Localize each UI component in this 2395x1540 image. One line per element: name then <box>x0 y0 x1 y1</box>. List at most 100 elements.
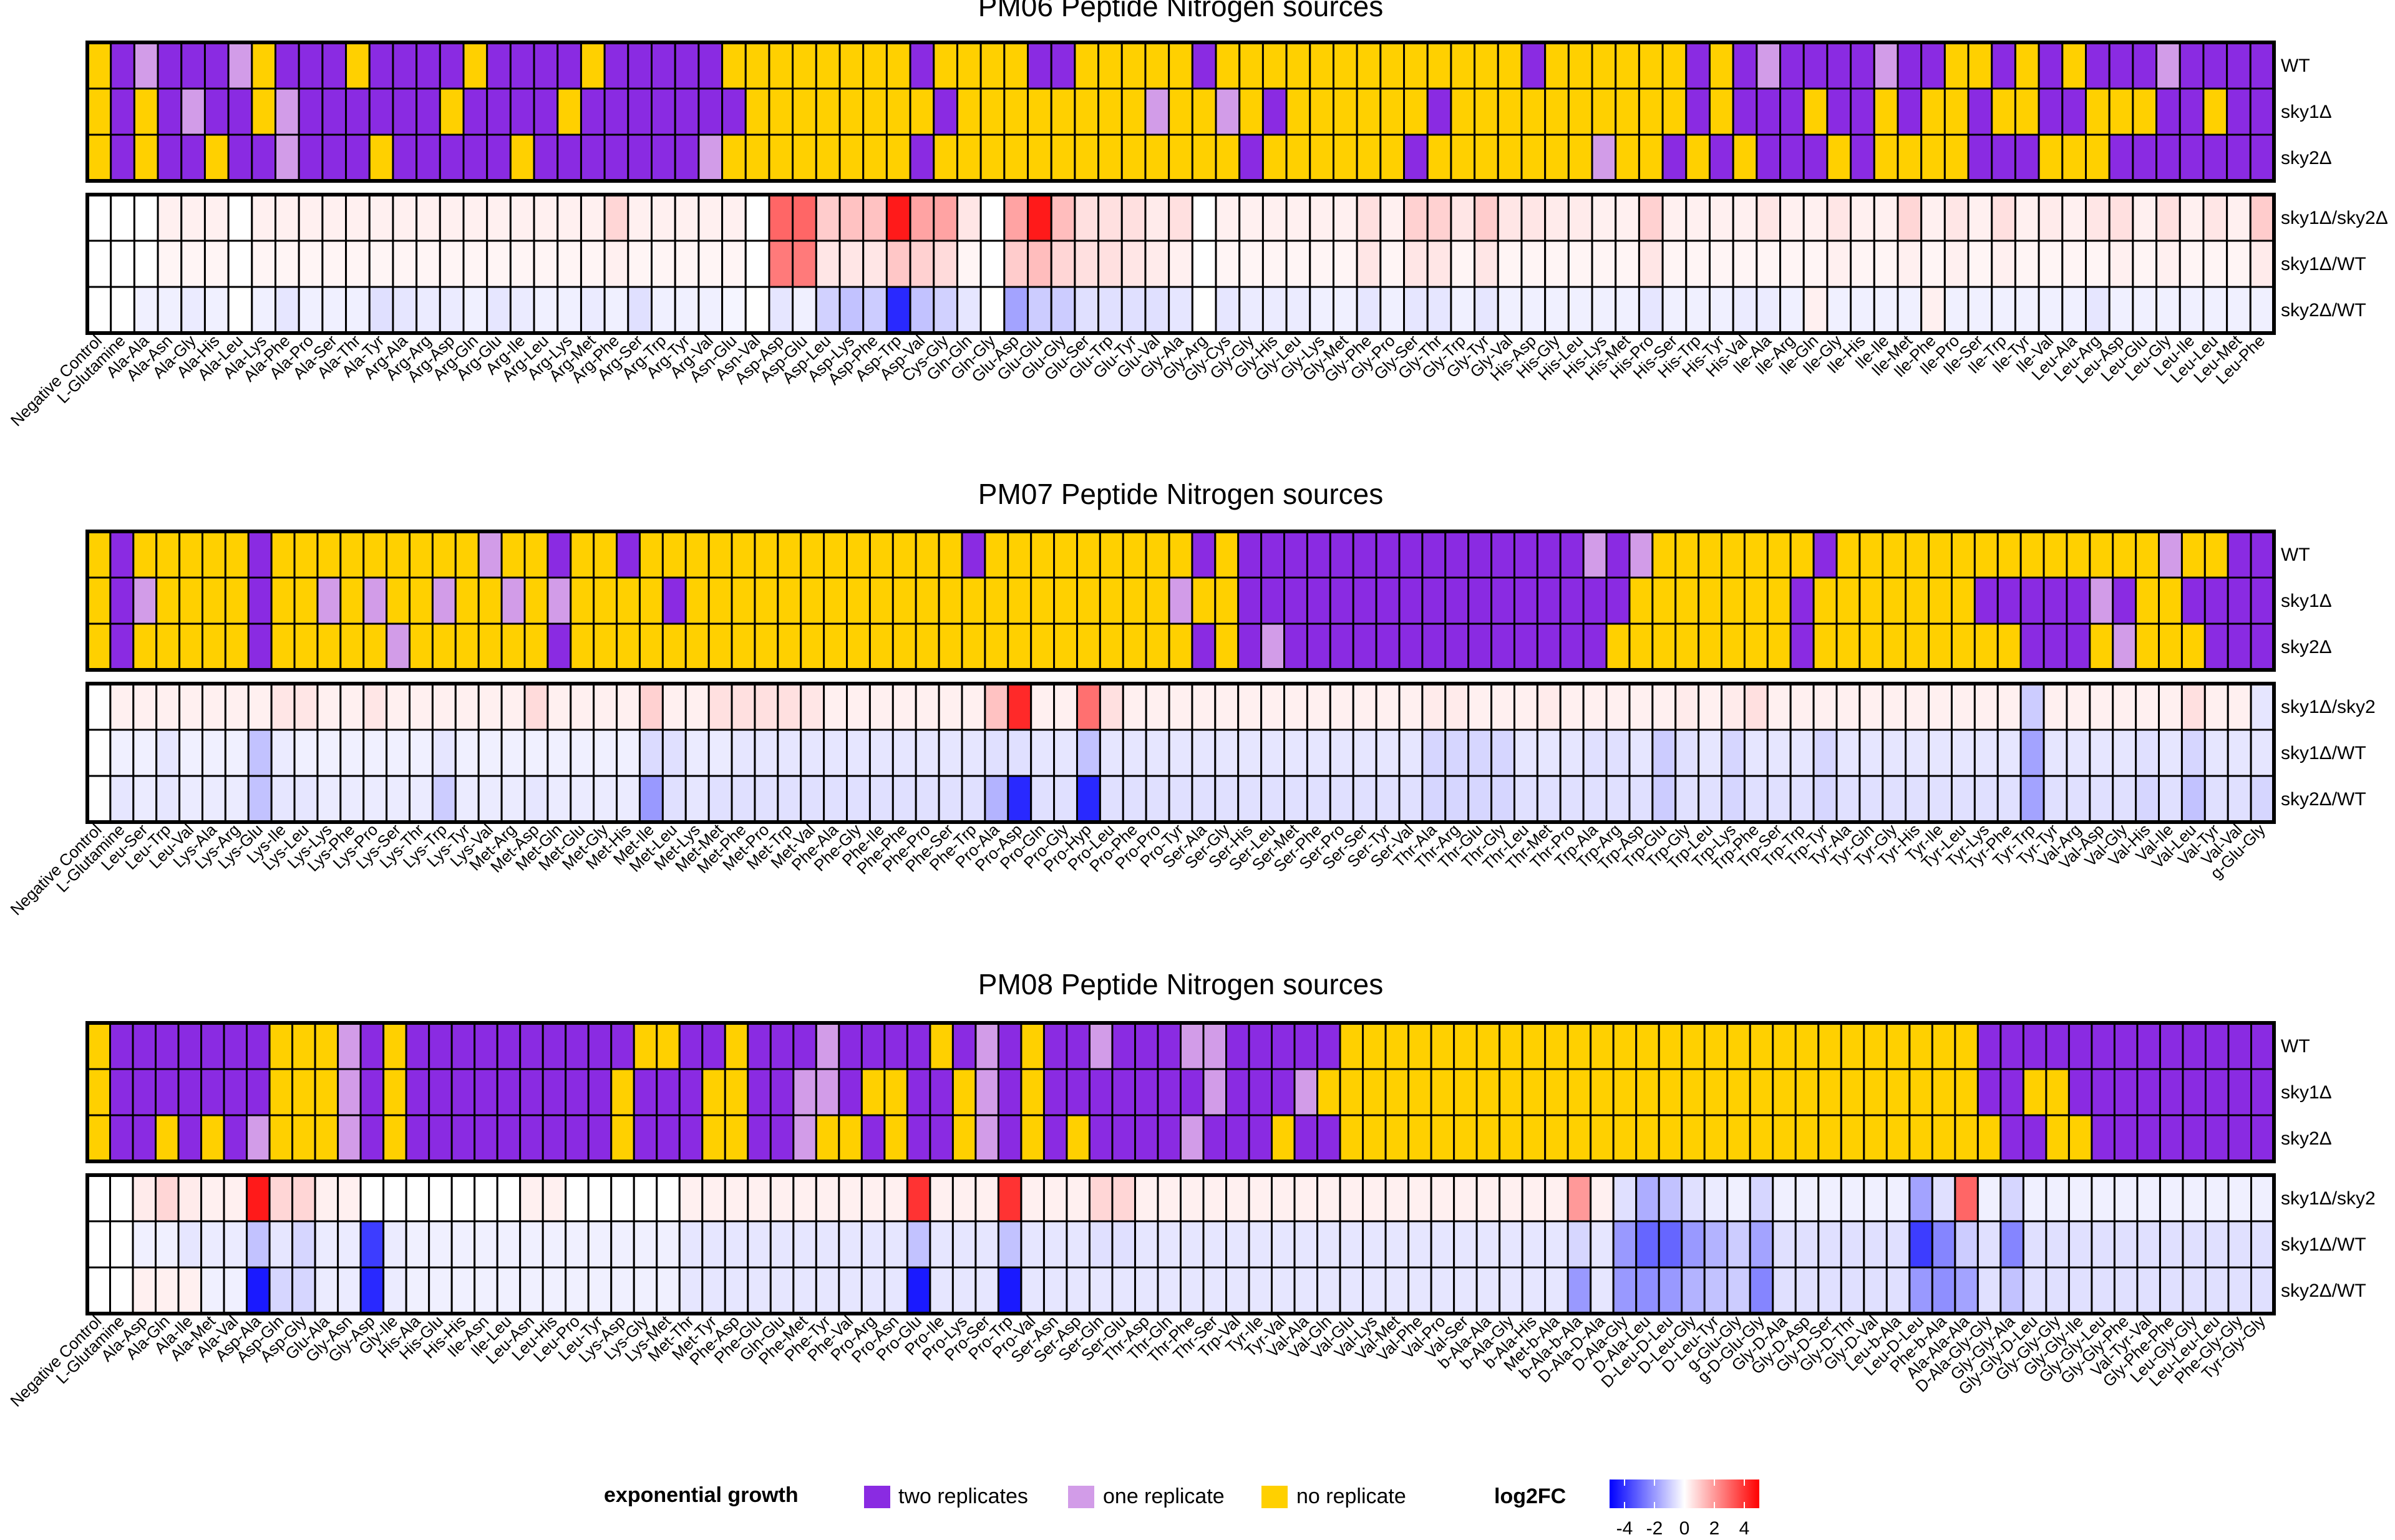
growth-cell <box>1407 1114 1432 1163</box>
growth-cell <box>1145 576 1170 625</box>
fc-cell <box>2159 1266 2184 1315</box>
growth-cell <box>405 1114 430 1163</box>
fc-cell <box>674 286 700 334</box>
fc-cell <box>885 193 911 242</box>
fc-cell <box>961 682 986 731</box>
growth-cell <box>565 1114 590 1163</box>
fc-cell <box>883 1174 908 1223</box>
fc-cell <box>1885 1266 1911 1315</box>
fc-cell <box>314 1266 339 1315</box>
fc-cell <box>246 1220 271 1269</box>
growth-cell <box>533 87 559 136</box>
fc-cell <box>1835 775 1861 823</box>
growth-cell <box>1120 87 1147 136</box>
fc-cell <box>1375 775 1401 823</box>
growth-cell <box>227 87 253 136</box>
growth-cell <box>1681 1068 1706 1116</box>
growth-cell <box>382 1022 407 1070</box>
fc-cell <box>2061 193 2087 242</box>
growth-cell <box>610 1114 635 1163</box>
fc-cell <box>1943 240 1970 288</box>
fc-cell <box>1066 1174 1091 1223</box>
growth-cell <box>1050 133 1076 182</box>
growth-cell <box>1074 41 1100 90</box>
fc-cell <box>1191 240 1217 288</box>
fc-cell <box>1766 682 1792 731</box>
fc-cell <box>405 1174 430 1223</box>
growth-cell <box>638 576 664 625</box>
fc-cell <box>610 1266 635 1315</box>
fc-cell <box>2066 729 2091 777</box>
growth-cell <box>409 622 434 671</box>
growth-cell <box>246 1068 271 1116</box>
fc-cell <box>1726 1266 1751 1315</box>
fc-cell <box>823 729 848 777</box>
growth-cell <box>509 87 535 136</box>
fc-cell <box>610 1174 635 1223</box>
fc-cell <box>860 1174 886 1223</box>
growth-cell <box>2112 530 2137 579</box>
growth-cell <box>1050 87 1076 136</box>
growth-cell <box>500 530 526 579</box>
growth-cell <box>519 1068 544 1116</box>
growth-cell <box>2014 133 2040 182</box>
growth-cell <box>109 1022 134 1070</box>
growth-cell <box>1191 87 1217 136</box>
growth-cell <box>1661 87 1688 136</box>
fc-cell <box>157 286 183 334</box>
growth-cell <box>547 530 572 579</box>
growth-cell <box>86 1022 112 1070</box>
growth-row-label: sky1Δ <box>2281 102 2332 122</box>
growth-cell <box>2180 530 2206 579</box>
growth-cell <box>627 87 653 136</box>
fc-cell <box>2250 682 2275 731</box>
fc-cell <box>2091 1220 2116 1269</box>
growth-cell <box>157 133 183 182</box>
growth-cell <box>570 576 595 625</box>
fc-cell <box>1430 1266 1455 1315</box>
fc-cell <box>2135 729 2160 777</box>
growth-block-border <box>85 530 2276 672</box>
fc-cell <box>1050 286 1076 334</box>
fc-cell <box>110 286 135 334</box>
growth-cell <box>674 41 700 90</box>
growth-cell <box>2089 530 2114 579</box>
growth-cell <box>477 622 503 671</box>
growth-cell <box>1954 1022 1979 1070</box>
growth-cell <box>1453 1068 1478 1116</box>
fc-cell <box>291 1220 316 1269</box>
fc-cell <box>519 1174 544 1223</box>
fc-cell <box>1920 286 1946 334</box>
fc-cell <box>1042 1220 1068 1269</box>
growth-cell <box>1521 1114 1547 1163</box>
growth-cell <box>386 576 411 625</box>
fc-cell <box>454 775 480 823</box>
fc-cell <box>651 193 676 242</box>
growth-cell <box>1721 622 1746 671</box>
fc-cell <box>2067 1174 2093 1223</box>
fc-cell <box>409 682 434 731</box>
growth-cell <box>1559 622 1585 671</box>
fc-cell <box>1499 1266 1523 1315</box>
fc-cell <box>909 286 935 334</box>
fc-cell <box>823 682 848 731</box>
growth-cell <box>1271 1114 1296 1163</box>
growth-cell <box>2066 622 2091 671</box>
growth-cell <box>439 41 465 90</box>
fc-cell <box>1497 286 1523 334</box>
growth-cell <box>132 622 158 671</box>
growth-cell <box>1536 622 1562 671</box>
growth-cell <box>1873 41 1899 90</box>
fc-cell <box>2067 1220 2093 1269</box>
growth-cell <box>1544 133 1570 182</box>
growth-cell <box>800 576 825 625</box>
growth-cell <box>2043 576 2068 625</box>
growth-cell <box>2182 1114 2207 1163</box>
growth-cell <box>815 133 841 182</box>
fc-cell <box>431 682 457 731</box>
growth-cell <box>1475 1022 1501 1070</box>
growth-cell <box>1850 87 1875 136</box>
fc-cell <box>1020 1266 1045 1315</box>
fc-cell <box>1628 729 1654 777</box>
